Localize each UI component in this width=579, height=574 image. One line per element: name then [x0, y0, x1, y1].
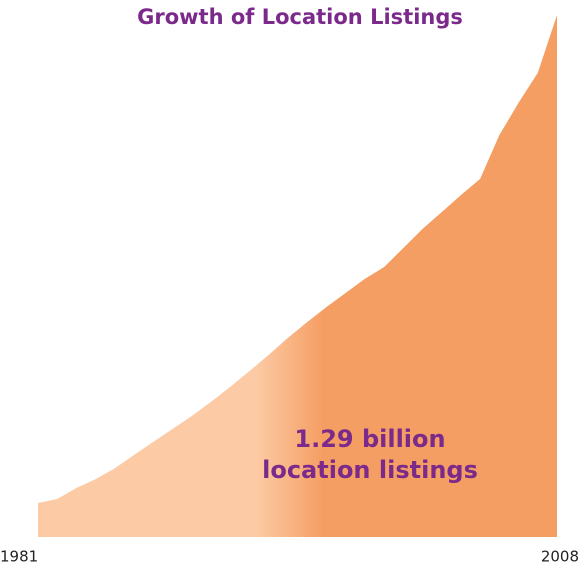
- chart-title: Growth of Location Listings: [137, 5, 463, 29]
- x-tick-label: 1981: [0, 548, 38, 566]
- annotation: 1.29 billion: [294, 425, 445, 453]
- area: [38, 15, 557, 537]
- x-tick-label: 2008: [541, 548, 579, 566]
- annotation: location listings: [262, 456, 478, 484]
